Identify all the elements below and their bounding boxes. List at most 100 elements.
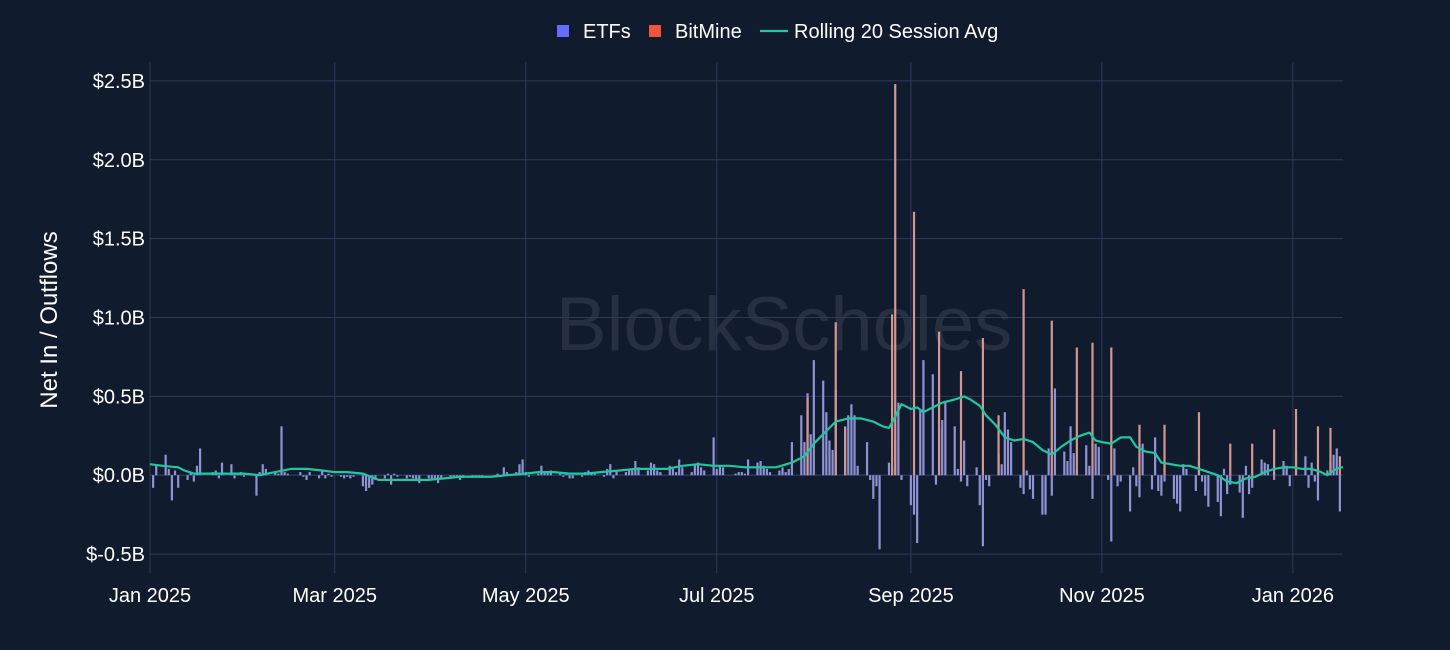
etfs-bar xyxy=(543,472,546,476)
legend-label-rolling-avg: Rolling 20 Session Avg xyxy=(794,21,998,43)
etfs-bar xyxy=(624,472,628,476)
etfs-bar xyxy=(1132,467,1135,476)
etfs-bar xyxy=(155,465,158,476)
etfs-bar xyxy=(637,467,640,476)
etfs-bar xyxy=(1216,475,1219,503)
etfs-bar xyxy=(1194,475,1197,491)
etfs-bar xyxy=(1273,475,1276,480)
legend: ETFs BitMine Rolling 20 Session Avg xyxy=(557,21,998,43)
bitmine-bar xyxy=(1294,408,1298,476)
etfs-bar xyxy=(1047,448,1050,476)
etfs-bar xyxy=(966,475,969,487)
etfs-bar xyxy=(321,470,324,476)
etfs-bar xyxy=(371,475,374,485)
y-axis-title: Net In / Outflows xyxy=(36,231,63,408)
etfs-bar xyxy=(518,464,521,476)
bitmine-bar xyxy=(959,371,963,476)
etfs-bar xyxy=(565,473,568,476)
etfs-bar xyxy=(768,472,772,476)
etfs-bar xyxy=(152,475,155,488)
legend-item-rolling-avg[interactable]: Rolling 20 Session Avg xyxy=(760,21,998,43)
etfs-bar xyxy=(1063,451,1066,476)
bitmine-bar xyxy=(912,211,916,476)
etfs-bar xyxy=(659,472,662,476)
etfs-bar xyxy=(778,470,781,476)
etfs-bar xyxy=(762,465,765,476)
etfs-bar xyxy=(850,404,853,476)
bitmine-bar xyxy=(1091,342,1094,476)
etfs-bar xyxy=(981,475,985,547)
etfs-bar xyxy=(164,454,167,476)
etfs-bar xyxy=(330,475,333,477)
etfs-bar xyxy=(803,442,806,476)
etfs-bar xyxy=(255,475,258,496)
etfs-bar xyxy=(1238,475,1241,493)
bitmine-bar xyxy=(981,338,985,476)
etfs-bar xyxy=(671,468,675,476)
etfs-bar xyxy=(283,472,286,476)
y-tick-label: $2.5B xyxy=(93,71,145,93)
etfs-bar xyxy=(540,465,543,476)
etfs-bar xyxy=(1222,468,1226,476)
legend-item-bitmine[interactable]: BitMine xyxy=(649,21,742,43)
etfs-bar xyxy=(195,465,199,476)
x-tick-label: Sep 2025 xyxy=(868,585,954,607)
etfs-bar xyxy=(1003,412,1006,476)
bitmine-bar xyxy=(1163,424,1166,476)
etfs-bar xyxy=(963,440,966,476)
legend-item-etfs[interactable]: ETFs xyxy=(557,21,631,43)
bitmine-bar xyxy=(1273,429,1276,476)
etfs-bar xyxy=(1244,465,1248,476)
etfs-bar xyxy=(411,475,415,479)
etfs-bar xyxy=(900,475,903,480)
legend-label-bitmine: BitMine xyxy=(675,21,742,43)
etfs-bar xyxy=(1288,475,1291,487)
rolling-avg-line xyxy=(149,395,1343,485)
bitmine-bar xyxy=(1138,424,1141,476)
etfs-bar xyxy=(712,437,715,476)
etfs-bar xyxy=(812,360,815,476)
etfs-bar xyxy=(703,470,706,476)
etfs-bar xyxy=(656,470,659,476)
etfs-bar xyxy=(1247,475,1251,495)
etfs-bar xyxy=(1207,475,1210,507)
etfs-bar xyxy=(349,475,352,479)
etfs-bar xyxy=(941,420,944,476)
etfs-bar xyxy=(1085,445,1088,476)
etfs-bar xyxy=(198,448,202,476)
etfs-bar xyxy=(1113,448,1116,476)
etfs-bar xyxy=(286,473,289,476)
etfs-bar xyxy=(455,475,458,477)
etfs-bar xyxy=(909,475,912,506)
etfs-bar xyxy=(800,415,803,476)
etfs-bar xyxy=(609,464,612,476)
etfs-bar xyxy=(718,465,721,476)
etfs-bar xyxy=(405,475,408,479)
etfs-bar xyxy=(1200,475,1204,482)
etfs-bar xyxy=(496,473,499,476)
etfs-bar xyxy=(1025,470,1028,476)
etfs-bar xyxy=(427,475,430,479)
etfs-bar xyxy=(217,475,220,479)
etfs-bar xyxy=(721,467,725,476)
bitmine-bar xyxy=(894,84,897,476)
etfs-bar xyxy=(756,462,759,476)
bitmine-bar xyxy=(1229,443,1232,476)
etfs-bar xyxy=(897,402,900,476)
etfs-bar xyxy=(1338,475,1341,512)
etfs-bar xyxy=(1094,443,1097,476)
etfs-bar xyxy=(847,415,850,476)
etfs-bar xyxy=(192,475,195,482)
etfs-bar xyxy=(615,470,618,476)
etfs-bar xyxy=(699,467,703,476)
etfs-bar xyxy=(922,360,925,476)
etfs-bar xyxy=(878,475,881,550)
etfs-bar xyxy=(1053,388,1057,476)
legend-swatch-etfs xyxy=(557,25,569,37)
etfs-bar xyxy=(916,475,919,544)
etfs-bar xyxy=(302,475,305,477)
x-axis-ticks: Jan 2025 Mar 2025 May 2025 Jul 2025 Sep 2025… xyxy=(109,585,1334,607)
etfs-bar xyxy=(1219,475,1222,517)
etfs-bar xyxy=(440,475,443,479)
bitmine-bar xyxy=(1251,443,1254,476)
